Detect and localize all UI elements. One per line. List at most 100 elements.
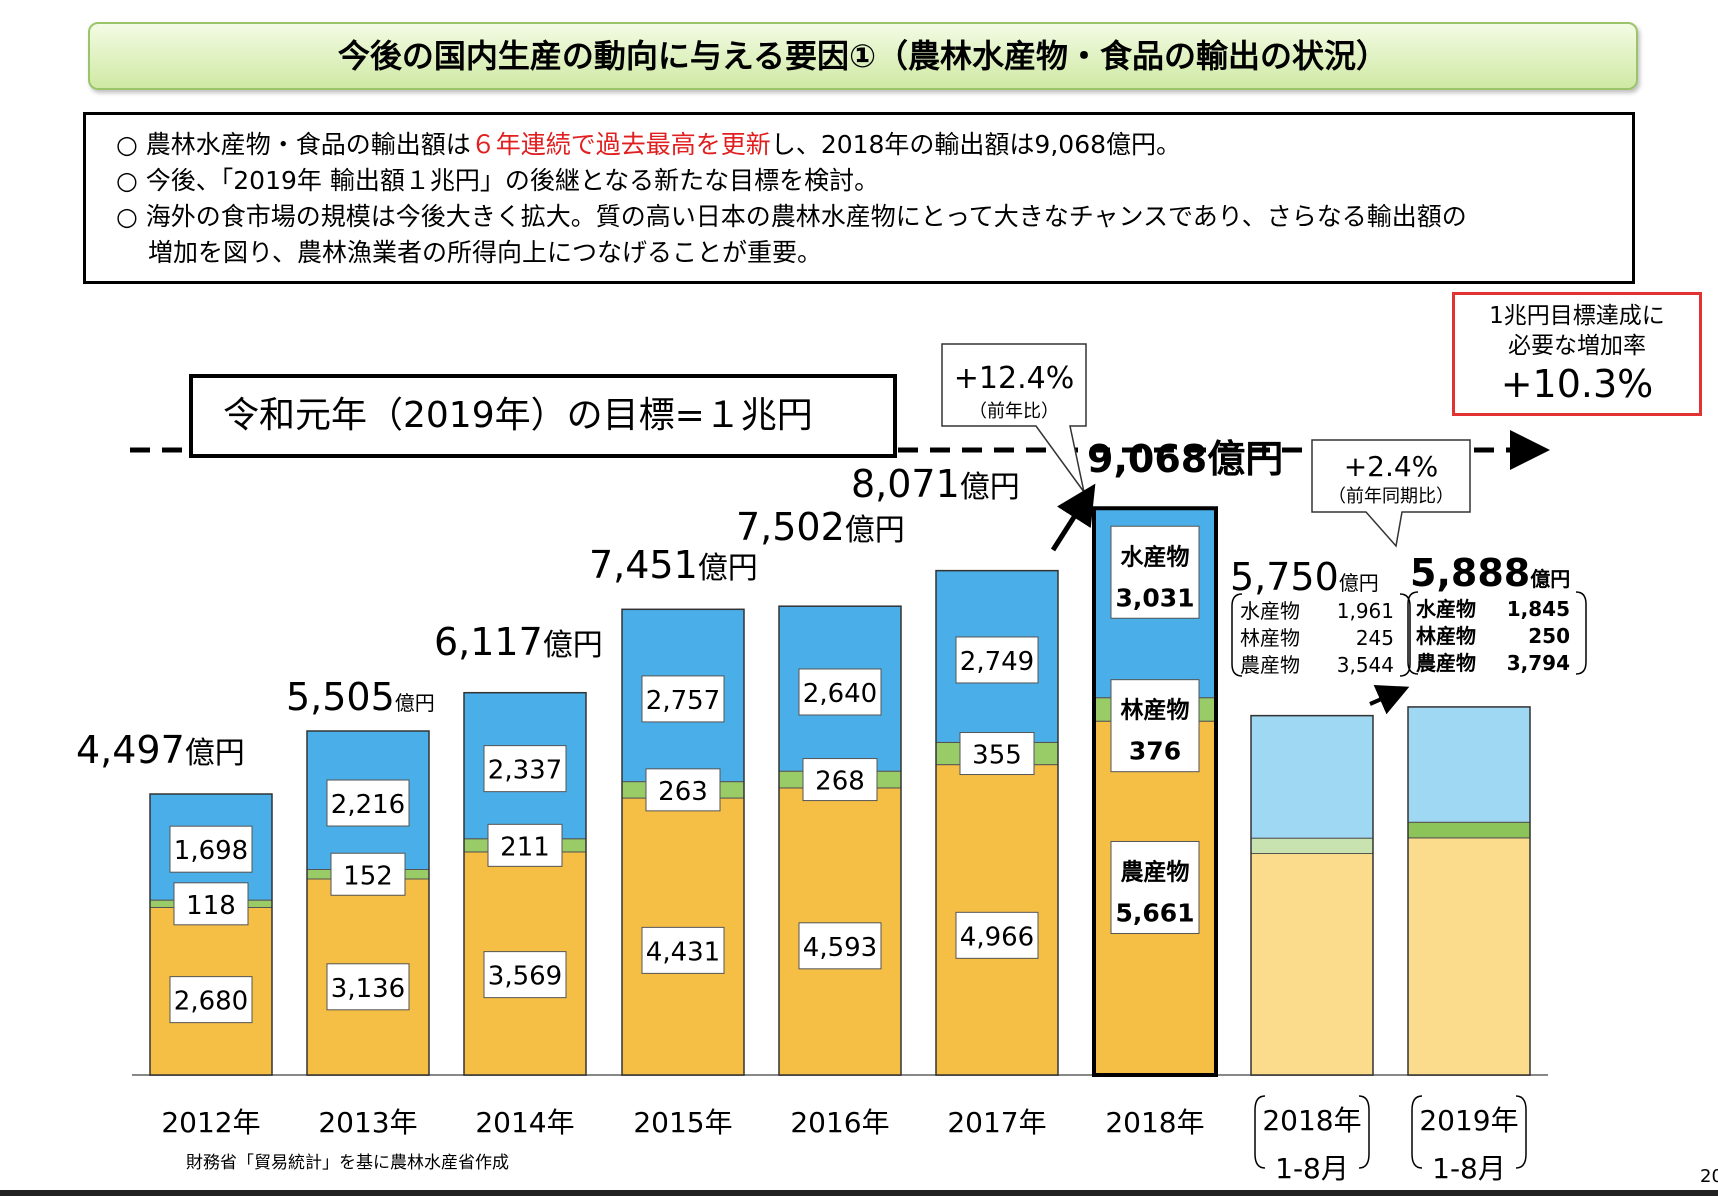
fishery-value-box [798,668,882,716]
total-unit: 億円 [185,736,245,771]
bar-agri [1407,837,1531,1076]
total-number: 7,451 [589,543,698,587]
fishery-value: 2,337 [488,756,562,786]
x-tick-label: 2017年 [947,1106,1046,1139]
forestry-value: 268 [815,767,865,797]
breakdown-bracket [1407,591,1587,675]
bar-outline [1407,706,1531,1076]
forestry-value-box [645,768,721,812]
total-value: 6,117億円 [434,620,603,664]
total-number: 5,750 [1230,555,1339,599]
summary-box: ○ 農林水産物・食品の輸出額は６年連続で過去最高を更新し、2018年の輸出額は9… [83,112,1635,284]
summary-text: 農林水産物・食品の輸出額は [145,130,471,159]
forestry-value-box [330,852,406,896]
total-unit: 億円 [845,513,905,548]
bullet: ○ [116,130,138,159]
bar-outline [778,605,902,1076]
fishery-value: 1,698 [174,836,248,866]
yoy-arrow [1050,483,1096,552]
fishery-value-box [326,779,410,827]
bracket [1254,1095,1370,1169]
bar-outline [149,793,273,1076]
agri-value: 4,966 [960,922,1034,952]
summary-line-2: ○ 今後、「2019年 輸出額１兆円」の後継となる新たな目標を検討。 [116,163,1602,199]
forestry-value-box [173,882,249,926]
total-value: 4,497億円 [76,728,245,772]
ytd-arrow [1369,684,1410,715]
breakdown-label: 農産物 [1416,651,1476,675]
x-tick-label: 1-8月 [1432,1152,1506,1185]
x-tick-label: 2012年 [161,1106,260,1139]
fishery-value: 2,749 [960,647,1034,677]
total-unit: 億円 [543,628,603,663]
forestry-value-label: 林産物 [1121,697,1190,724]
total-unit: 億円 [1530,567,1570,591]
agri-value: 3,136 [331,974,405,1004]
bracket [1411,1095,1527,1169]
summary-line-1: ○ 農林水産物・食品の輸出額は６年連続で過去最高を更新し、2018年の輸出額は9… [116,127,1602,163]
forestry-value-box [802,758,878,802]
agri-value-box [169,976,253,1024]
required-growth-value: +10.3% [1500,362,1654,406]
ytd-label: （前年同期比） [1328,486,1454,507]
bar-outline [306,730,430,1076]
breakdown-value: 250 [1528,624,1570,648]
fishery-value-box [1110,525,1200,619]
breakdown-value: 245 [1356,626,1394,650]
forestry-value-box [959,732,1035,776]
x-tick-label: 2018年 [1262,1104,1361,1137]
fishery-value-box [483,745,567,793]
total-unit: 億円 [960,470,1020,505]
bar-forestry [1250,837,1374,854]
breakdown-label: 水産物 [1240,599,1300,623]
breakdown-label: 林産物 [1416,624,1476,648]
total-value: 5,750億円 [1230,555,1379,599]
total-number: 6,117 [434,620,543,664]
total-value: 7,451億円 [589,543,758,587]
forestry-value-box [1110,679,1200,773]
bullet: ○ [116,202,138,231]
source-note: 財務省「貿易統計」を基に農林水産省作成 [186,1153,509,1173]
agri-value: 4,431 [646,937,720,967]
fishery-value: 2,216 [331,790,405,820]
breakdown-bracket [1231,593,1411,677]
fishery-value: 3,031 [1115,583,1194,612]
total-unit: 億円 [395,691,435,715]
agri-value: 5,661 [1115,898,1194,927]
forestry-value-box [487,823,563,867]
forestry-value: 355 [972,741,1022,771]
fishery-value: 2,757 [646,686,720,716]
yoy-value: +12.4% [954,361,1074,396]
bar-forestry [1407,821,1531,839]
agri-value-box [955,911,1039,959]
forestry-value: 152 [343,861,393,891]
agri-value: 3,569 [488,962,562,992]
total-unit: 億円 [698,551,758,586]
summary-line-3-cont: 増加を図り、農林漁業者の所得向上につなげることが重要。 [148,238,823,267]
bar-agri [1250,853,1374,1076]
bar-fishery [1250,715,1374,839]
total-number: 5,505 [286,675,395,719]
required-growth-line1: 1兆円目標達成に [1489,303,1665,329]
breakdown-value: 3,544 [1337,653,1394,677]
total-value: 5,888億円 [1410,551,1570,595]
agri-value: 4,593 [803,933,877,963]
total-unit: 億円 [1207,437,1283,481]
breakdown-label: 農産物 [1240,653,1300,677]
total-number: 9,068 [1087,437,1207,481]
agri-value: 2,680 [174,987,248,1017]
total-value: 5,505億円 [286,675,435,719]
bullet: ○ [116,166,138,195]
agri-value-box [1110,840,1200,934]
forestry-value: 263 [658,777,708,807]
forestry-value: 211 [500,832,550,862]
x-tick-label: 2014年 [475,1106,574,1139]
page-title: 今後の国内生産の動向に与える要因①（農林水産物・食品の輸出の状況） [88,22,1638,90]
breakdown-label: 水産物 [1416,597,1476,621]
required-growth-line2: 必要な増加率 [1508,333,1646,359]
total-number: 4,497 [76,728,185,772]
fishery-value-label: 水産物 [1121,543,1190,570]
bar-outline [463,691,587,1076]
forestry-value: 376 [1129,737,1181,766]
